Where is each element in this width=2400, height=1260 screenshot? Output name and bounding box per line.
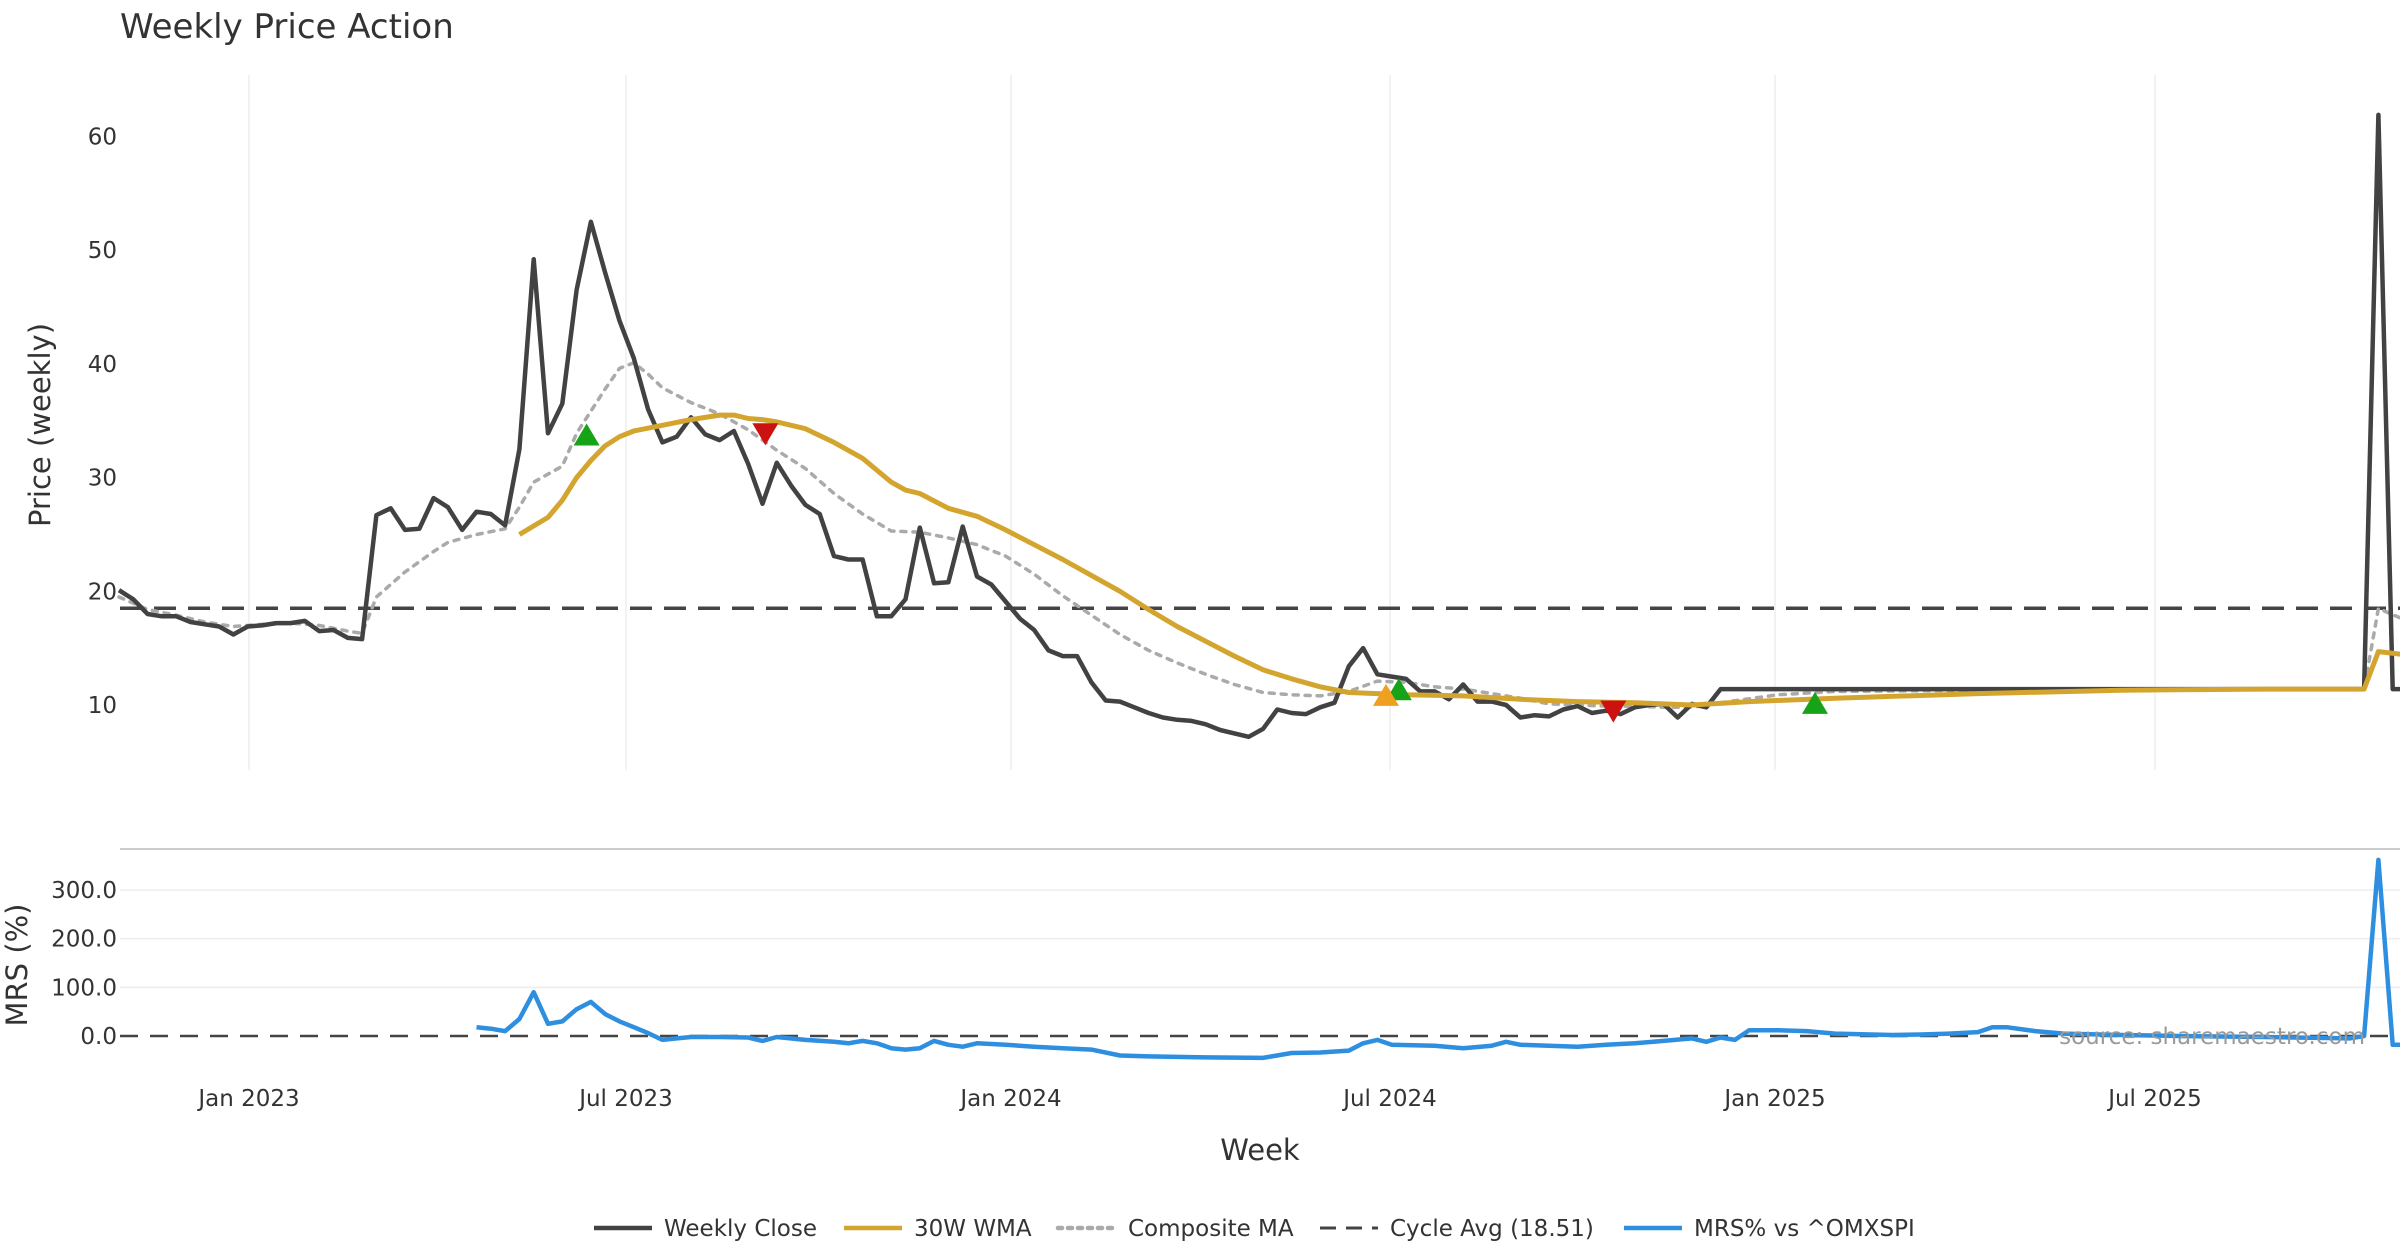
x-tick-label-3: Jul 2024 bbox=[1341, 1086, 1437, 1112]
buy-signal-marker-0 bbox=[573, 423, 600, 446]
source-annotation: source: sharemaestro.com bbox=[2059, 1024, 2365, 1050]
price-y-tick-1: 20 bbox=[88, 579, 117, 605]
wma-30w-line bbox=[518, 412, 2400, 708]
x-axis-ticks: Jan 2023 Jul 2023 Jan 2024 Jul 2024 Jan 2025… bbox=[196, 1086, 2201, 1112]
legend: Weekly Close 30W WMA Composite MA Cycle Avg… bbox=[594, 1216, 1915, 1242]
buy-signal-marker-2 bbox=[1372, 683, 1399, 706]
sell-signal-marker-0 bbox=[752, 423, 779, 446]
x-tick-label-5: Jul 2025 bbox=[2106, 1086, 2202, 1112]
price-y-axis-label: Price (weekly) bbox=[23, 323, 57, 527]
x-tick-label-2: Jan 2024 bbox=[958, 1086, 1061, 1112]
mrs-y-axis-label: MRS (%) bbox=[0, 904, 34, 1027]
chart-title: Weekly Price Action bbox=[120, 7, 454, 47]
legend-label-3: Cycle Avg (18.51) bbox=[1390, 1216, 1594, 1242]
x-tick-label-0: Jan 2023 bbox=[196, 1086, 299, 1112]
mrs-panel: 0.0 100.0 200.0 300.0 bbox=[51, 848, 2400, 1061]
x-axis-label: Week bbox=[1220, 1133, 1300, 1167]
legend-label-1: 30W WMA bbox=[914, 1216, 1032, 1242]
mrs-y-tick-0: 0.0 bbox=[80, 1024, 117, 1050]
mrs-y-tick-2: 200.0 bbox=[51, 927, 117, 953]
buy-signal-marker-3 bbox=[1801, 691, 1828, 714]
legend-label-2: Composite MA bbox=[1128, 1216, 1294, 1242]
mrs-line bbox=[476, 857, 2400, 1061]
mrs-y-tick-3: 300.0 bbox=[51, 878, 117, 904]
legend-label-0: Weekly Close bbox=[664, 1216, 817, 1242]
price-y-tick-5: 60 bbox=[88, 125, 117, 151]
grid-lines bbox=[248, 75, 2156, 770]
sell-signal-marker-1 bbox=[1600, 700, 1627, 723]
price-y-tick-3: 40 bbox=[88, 352, 117, 378]
price-panel: 10 20 30 40 50 60 bbox=[88, 112, 2400, 740]
price-y-tick-2: 30 bbox=[88, 466, 117, 492]
x-tick-label-4: Jan 2025 bbox=[1722, 1086, 1825, 1112]
composite-ma-line bbox=[117, 360, 2400, 710]
weekly-close-line bbox=[117, 112, 2400, 740]
price-y-tick-0: 10 bbox=[88, 693, 117, 719]
legend-label-4: MRS% vs ^OMXSPI bbox=[1694, 1216, 1915, 1242]
x-tick-label-1: Jul 2023 bbox=[577, 1086, 673, 1112]
mrs-y-tick-1: 100.0 bbox=[51, 975, 117, 1001]
price-y-tick-4: 50 bbox=[88, 238, 117, 264]
